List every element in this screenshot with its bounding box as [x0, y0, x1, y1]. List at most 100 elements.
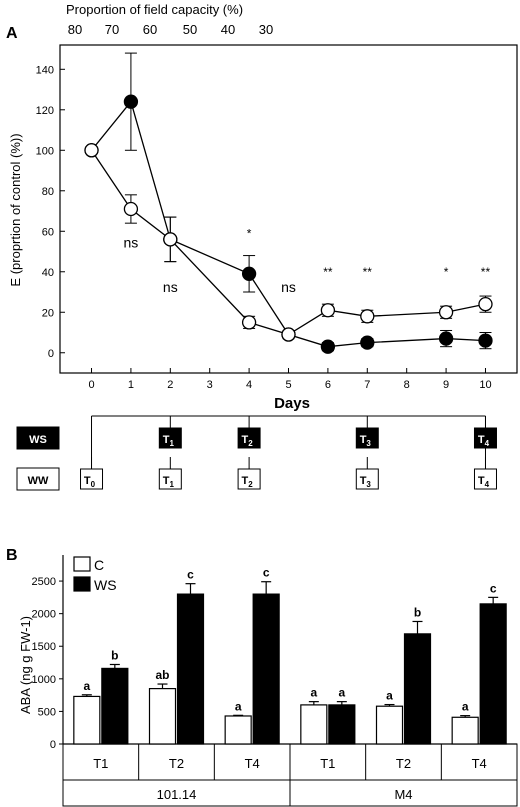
y-tick-label: 80: [42, 186, 54, 198]
data-point: [163, 232, 178, 247]
data-point: [123, 94, 139, 109]
bar: [451, 716, 479, 745]
bar-significance-letter: a: [462, 700, 469, 714]
timeline-point-label: T1: [163, 434, 175, 448]
bar-significance-letter: c: [490, 581, 497, 595]
significance-label: **: [363, 265, 373, 279]
bar-y-tick-label: 1500: [32, 641, 56, 653]
group-label: 101.14: [157, 787, 197, 802]
panel-b-letter: B: [6, 547, 18, 564]
bar-significance-letter: a: [235, 699, 242, 713]
bar: [101, 667, 129, 745]
top-tick-label: 40: [221, 22, 235, 37]
timeline-point-label: T1: [163, 475, 175, 489]
bar: [224, 715, 252, 745]
data-point: [438, 305, 454, 320]
significance-label: **: [481, 265, 491, 279]
timeline-row-label: WW: [28, 475, 49, 487]
timeline-point-box: [158, 468, 182, 490]
bar: [176, 593, 205, 745]
bar: [375, 705, 404, 745]
data-point: [84, 143, 99, 158]
category-label: T2: [396, 756, 411, 771]
bar-y-tick-label: 2000: [32, 609, 56, 621]
bar: [148, 688, 177, 745]
legend-label: WS: [94, 577, 117, 593]
legend-label: C: [94, 557, 104, 573]
data-point: [438, 331, 454, 346]
bar-significance-letter: ab: [155, 668, 169, 682]
timeline-point-label: T3: [360, 475, 372, 489]
significance-label: *: [444, 265, 449, 279]
top-tick-label: 30: [259, 22, 273, 37]
category-label: T1: [320, 756, 335, 771]
line-series: [84, 52, 493, 354]
data-point: [360, 335, 375, 350]
bar: [479, 603, 507, 745]
timeline-point-box: [237, 427, 261, 449]
timeline-point-label: T4: [478, 475, 490, 489]
bar-significance-letter: b: [111, 648, 118, 662]
data-point: [281, 327, 296, 342]
timeline-point-box: [80, 468, 104, 490]
bar-y-tick-label: 2500: [32, 576, 56, 588]
data-point: [478, 297, 493, 312]
group-label: M4: [394, 787, 412, 802]
x-tick-label: 2: [167, 379, 173, 391]
y-tick-label: 60: [42, 226, 54, 238]
bar: [73, 695, 101, 745]
timeline-row-box: [16, 467, 60, 491]
timeline-point-box: [355, 427, 379, 449]
top-tick-label: 50: [183, 22, 197, 37]
bar-significance-letter: b: [414, 605, 421, 619]
timeline-point-box: [355, 468, 379, 490]
timeline-point-label: T2: [242, 475, 254, 489]
x-axis-title: Days: [274, 395, 310, 412]
timeline-row-box: [16, 426, 60, 450]
y-axis-ticks: 0 20 40 60 80 100 120 140: [36, 64, 65, 360]
significance-label: **: [323, 265, 333, 279]
bar: [328, 704, 356, 745]
x-tick-label: 4: [246, 379, 252, 391]
bar-chart-frame: 0 500 1000 1500 2000 2500 T1 T2 T4 T1 T2 T4 101.14 M4: [32, 555, 518, 807]
significance-label: *: [247, 226, 252, 240]
data-point: [241, 315, 257, 330]
timeline-point-sub: 4: [485, 480, 490, 489]
timeline-point-label: T2: [242, 434, 254, 448]
x-tick-label: 7: [364, 379, 370, 391]
timeline-point-sub: 1: [169, 480, 174, 489]
bar-significance-letter: c: [263, 566, 270, 580]
bar: [300, 704, 328, 745]
timeline-point-sub: 2: [248, 480, 253, 489]
y-tick-label: 20: [42, 307, 54, 319]
bar-legend: C WS: [73, 556, 117, 593]
bar-y-tick-label: 500: [38, 706, 56, 718]
y-tick-label: 120: [36, 105, 54, 117]
timeline-point-label: T3: [360, 434, 372, 448]
top-axis-label: Proportion of field capacity (%): [66, 2, 243, 17]
y-tick-label: 100: [36, 145, 54, 157]
x-tick-label: 10: [479, 379, 491, 391]
x-tick-label: 3: [207, 379, 213, 391]
bar: [403, 633, 432, 745]
data-point: [360, 309, 375, 324]
significance-label: ns: [281, 279, 296, 295]
bar: [252, 593, 280, 745]
timeline-point-sub: 1: [169, 439, 174, 448]
x-tick-label: 0: [88, 379, 94, 391]
category-label: T1: [93, 756, 108, 771]
timeline-point-label: T4: [478, 434, 490, 448]
top-tick-label: 60: [143, 22, 157, 37]
timeline-point-box: [473, 427, 497, 449]
bar-significance-letter: a: [338, 686, 345, 700]
category-label: T4: [245, 756, 260, 771]
timeline-point-label: T0: [84, 475, 96, 489]
timeline-point-sub: 2: [248, 439, 253, 448]
timeline-point-box: [158, 427, 182, 449]
bar-y-tick-label: 0: [50, 739, 56, 751]
top-axis-ticks: 80 70 60 50 40 30: [68, 22, 273, 37]
significance-label: ns: [124, 234, 139, 250]
bar-significance-letter: a: [310, 686, 317, 700]
